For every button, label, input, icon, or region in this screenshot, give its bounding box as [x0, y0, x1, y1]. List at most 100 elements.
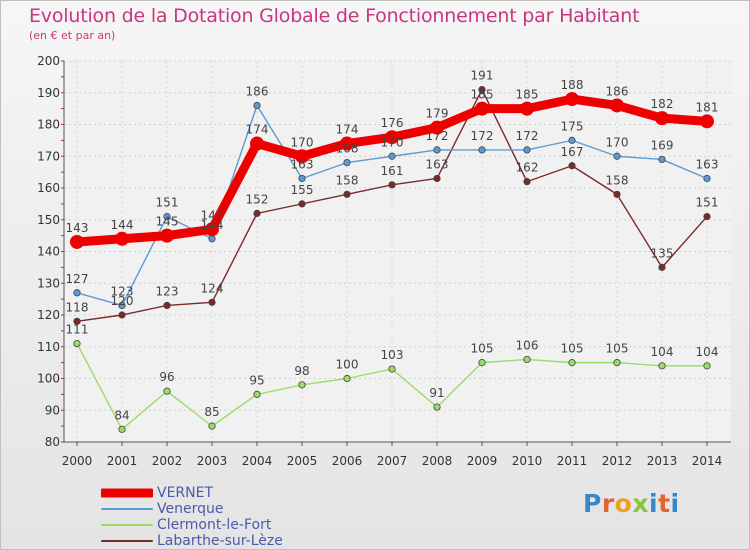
data-point [73, 317, 81, 325]
y-tick-label: 90 [45, 403, 60, 417]
data-label: 103 [381, 348, 404, 362]
y-tick-label: 130 [37, 276, 60, 290]
x-tick-label: 2001 [107, 454, 138, 468]
data-label: 144 [201, 218, 224, 232]
data-point [343, 374, 351, 383]
data-point [478, 146, 486, 154]
data-label: 105 [561, 342, 584, 356]
data-label: 106 [516, 338, 539, 352]
x-tick-label: 2013 [647, 454, 678, 468]
data-point [523, 355, 531, 364]
y-tick-label: 100 [37, 372, 60, 386]
data-label: 123 [156, 284, 179, 298]
data-label: 143 [66, 221, 89, 235]
y-tick-label: 80 [45, 435, 60, 449]
x-tick-label: 2003 [197, 454, 228, 468]
legend-swatch [101, 540, 153, 542]
data-point [433, 403, 441, 411]
x-tick-label: 2007 [377, 454, 408, 468]
data-label: 185 [471, 88, 494, 102]
data-point [703, 174, 711, 183]
x-tick-label: 2002 [152, 454, 183, 468]
data-label: 170 [381, 135, 404, 149]
data-point [343, 159, 351, 167]
proxiti-logo: Proxiti [583, 489, 680, 518]
data-point [388, 181, 396, 189]
data-label: 151 [696, 196, 719, 210]
data-point [700, 114, 714, 129]
data-label: 170 [291, 135, 314, 149]
data-point [523, 146, 531, 154]
data-label: 127 [66, 272, 89, 286]
legend-label: VERNET [157, 485, 214, 501]
data-label: 104 [696, 345, 719, 359]
legend-label: Venerque [157, 501, 224, 517]
x-tick-label: 2014 [692, 454, 723, 468]
data-point [430, 120, 444, 135]
data-point [523, 178, 531, 186]
data-label: 188 [561, 78, 584, 92]
data-point [568, 136, 576, 144]
data-label: 84 [114, 408, 129, 422]
data-point [658, 155, 666, 164]
data-label: 172 [471, 129, 494, 143]
data-point [253, 390, 261, 398]
data-point [205, 222, 219, 237]
data-point [163, 301, 171, 310]
data-point [385, 130, 399, 145]
data-point [703, 212, 711, 221]
data-label: 169 [651, 138, 674, 152]
data-label: 186 [606, 84, 629, 98]
legend-swatch [101, 524, 153, 526]
data-point [658, 263, 666, 271]
x-tick-label: 2009 [467, 454, 498, 468]
data-point [433, 146, 441, 154]
data-point [253, 101, 261, 110]
data-label: 144 [111, 218, 134, 232]
x-tick-label: 2004 [242, 454, 273, 468]
data-point [610, 98, 624, 113]
data-point [163, 387, 171, 395]
data-point [298, 381, 306, 389]
data-label: 172 [426, 129, 449, 143]
x-tick-label: 2012 [602, 454, 633, 468]
data-point [298, 174, 306, 183]
x-tick-label: 2008 [422, 454, 453, 468]
y-tick-label: 110 [37, 340, 60, 354]
x-tick-label: 2005 [287, 454, 318, 468]
x-tick-label: 2000 [62, 454, 93, 468]
data-point [343, 190, 351, 198]
data-point [388, 152, 396, 160]
legend-swatch [101, 488, 153, 498]
data-label: 167 [561, 145, 584, 159]
x-tick-label: 2006 [332, 454, 363, 468]
data-label: 151 [156, 196, 179, 210]
data-label: 172 [516, 129, 539, 143]
chart-subtitle: (en € et par an) [29, 29, 116, 42]
data-point [475, 101, 489, 116]
data-label: 91 [429, 386, 444, 400]
data-point [613, 359, 621, 367]
data-point [73, 339, 81, 348]
data-point [433, 174, 441, 183]
data-label: 105 [606, 342, 629, 356]
data-label: 176 [381, 116, 404, 130]
y-tick-label: 150 [37, 213, 60, 227]
y-tick-label: 200 [37, 54, 60, 68]
data-label: 111 [66, 323, 89, 337]
data-label: 191 [471, 69, 494, 83]
chart-title: Evolution de la Dotation Globale de Fonc… [29, 5, 640, 27]
data-label: 147 [201, 208, 224, 222]
data-label: 96 [159, 370, 174, 384]
data-point [565, 92, 579, 107]
y-tick-label: 120 [37, 308, 60, 322]
data-point [295, 149, 309, 164]
data-label: 182 [651, 97, 674, 111]
data-label: 120 [111, 294, 134, 308]
data-point [118, 311, 126, 319]
data-label: 163 [291, 157, 314, 171]
data-point [208, 422, 216, 430]
data-point [478, 85, 486, 94]
data-label: 135 [651, 246, 674, 260]
